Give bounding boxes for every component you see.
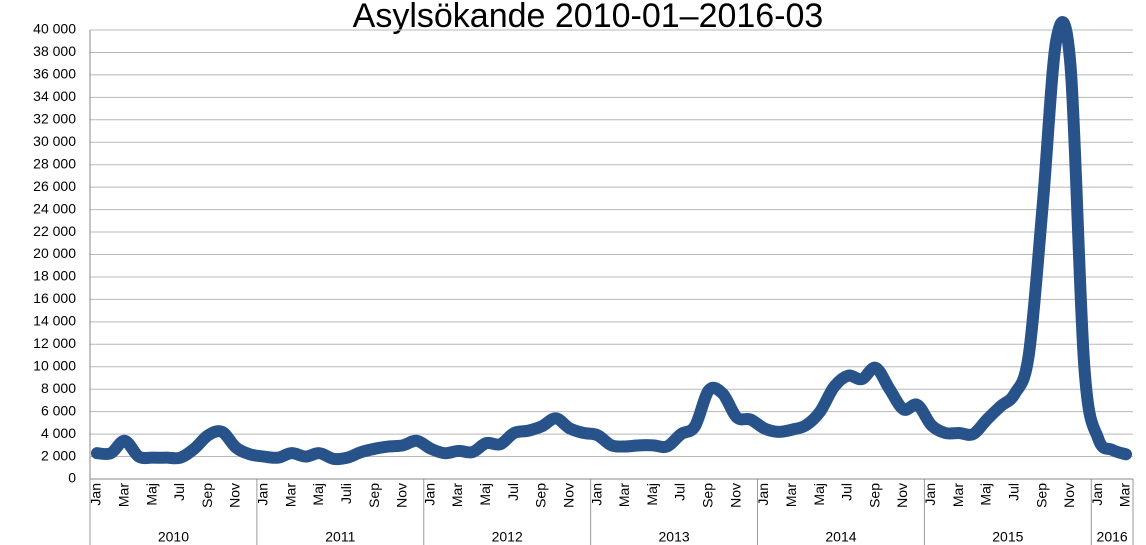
y-tick-label: 40 000 (33, 21, 76, 37)
x-tick-label: Jan (588, 483, 604, 506)
y-tick-label: 34 000 (33, 88, 76, 104)
x-tick-label: Jan (421, 483, 437, 506)
chart-title: Asylsökande 2010-01–2016-03 (353, 0, 824, 35)
year-label: 2010 (158, 529, 189, 545)
y-tick-label: 22 000 (33, 223, 76, 239)
x-tick-label: Maj (477, 483, 493, 506)
x-tick-label: Mar (282, 483, 298, 507)
year-label: 2015 (992, 529, 1023, 545)
x-tick-label: Mar (449, 483, 465, 507)
x-tick-label: Jan (88, 483, 104, 506)
x-tick-label: Maj (310, 483, 326, 506)
x-tick-label: Maj (143, 483, 159, 506)
y-tick-label: 18 000 (33, 268, 76, 284)
y-tick-label: 26 000 (33, 178, 76, 194)
y-tick-label: 24 000 (33, 200, 76, 216)
x-tick-label: Jan (755, 483, 771, 506)
x-tick-label: Mar (783, 483, 799, 507)
x-tick-label: Mar (616, 483, 632, 507)
x-tick-label: Maj (811, 483, 827, 506)
y-tick-label: 8 000 (41, 380, 76, 396)
x-tick-label: Nov (560, 483, 576, 508)
x-tick-label: Maj (644, 483, 660, 506)
y-tick-label: 16 000 (33, 290, 76, 306)
y-tick-label: 30 000 (33, 133, 76, 149)
x-tick-label: Sep (700, 483, 716, 508)
y-tick-label: 38 000 (33, 43, 76, 59)
x-tick-label: Nov (394, 483, 410, 508)
x-tick-label: Jul (505, 483, 521, 501)
year-label: 2012 (492, 529, 523, 545)
y-tick-label: 12 000 (33, 335, 76, 351)
data-line (90, 16, 1133, 466)
x-tick-label: Nov (894, 483, 910, 508)
x-tick-label: Sep (1033, 483, 1049, 508)
y-tick-label: 10 000 (33, 357, 76, 373)
x-tick-label: Jan (1089, 483, 1105, 506)
x-tick-label: Sep (533, 483, 549, 508)
x-tick-label: Nov (227, 483, 243, 508)
x-tick-label: Mar (115, 483, 131, 507)
x-tick-label: Mar (1117, 483, 1133, 507)
y-tick-label: 6 000 (41, 402, 76, 418)
x-tick-label: Juli (338, 483, 354, 504)
y-tick-label: 14 000 (33, 313, 76, 329)
y-tick-label: 28 000 (33, 155, 76, 171)
x-tick-label: Sep (366, 483, 382, 508)
x-tick-label: Jan (255, 483, 271, 506)
y-tick-label: 2 000 (41, 447, 76, 463)
year-label: 2016 (1097, 529, 1128, 545)
x-tick-label: Jul (672, 483, 688, 501)
x-tick-label: Maj (978, 483, 994, 506)
y-tick-label: 32 000 (33, 111, 76, 127)
y-tick-label: 0 (68, 470, 76, 486)
year-label: 2014 (825, 529, 856, 545)
x-tick-label: Mar (950, 483, 966, 507)
y-tick-label: 20 000 (33, 245, 76, 261)
x-tick-label: Jan (922, 483, 938, 506)
x-tick-label: Jul (171, 483, 187, 501)
y-tick-label: 36 000 (33, 66, 76, 82)
year-label: 2013 (659, 529, 690, 545)
x-tick-label: Sep (199, 483, 215, 508)
x-tick-label: Nov (727, 483, 743, 508)
x-tick-label: Jul (1005, 483, 1021, 501)
x-tick-label: Jul (839, 483, 855, 501)
x-tick-label: Nov (1061, 483, 1077, 508)
year-label: 2011 (325, 529, 355, 545)
x-tick-label: Sep (866, 483, 882, 508)
y-tick-label: 4 000 (41, 425, 76, 441)
